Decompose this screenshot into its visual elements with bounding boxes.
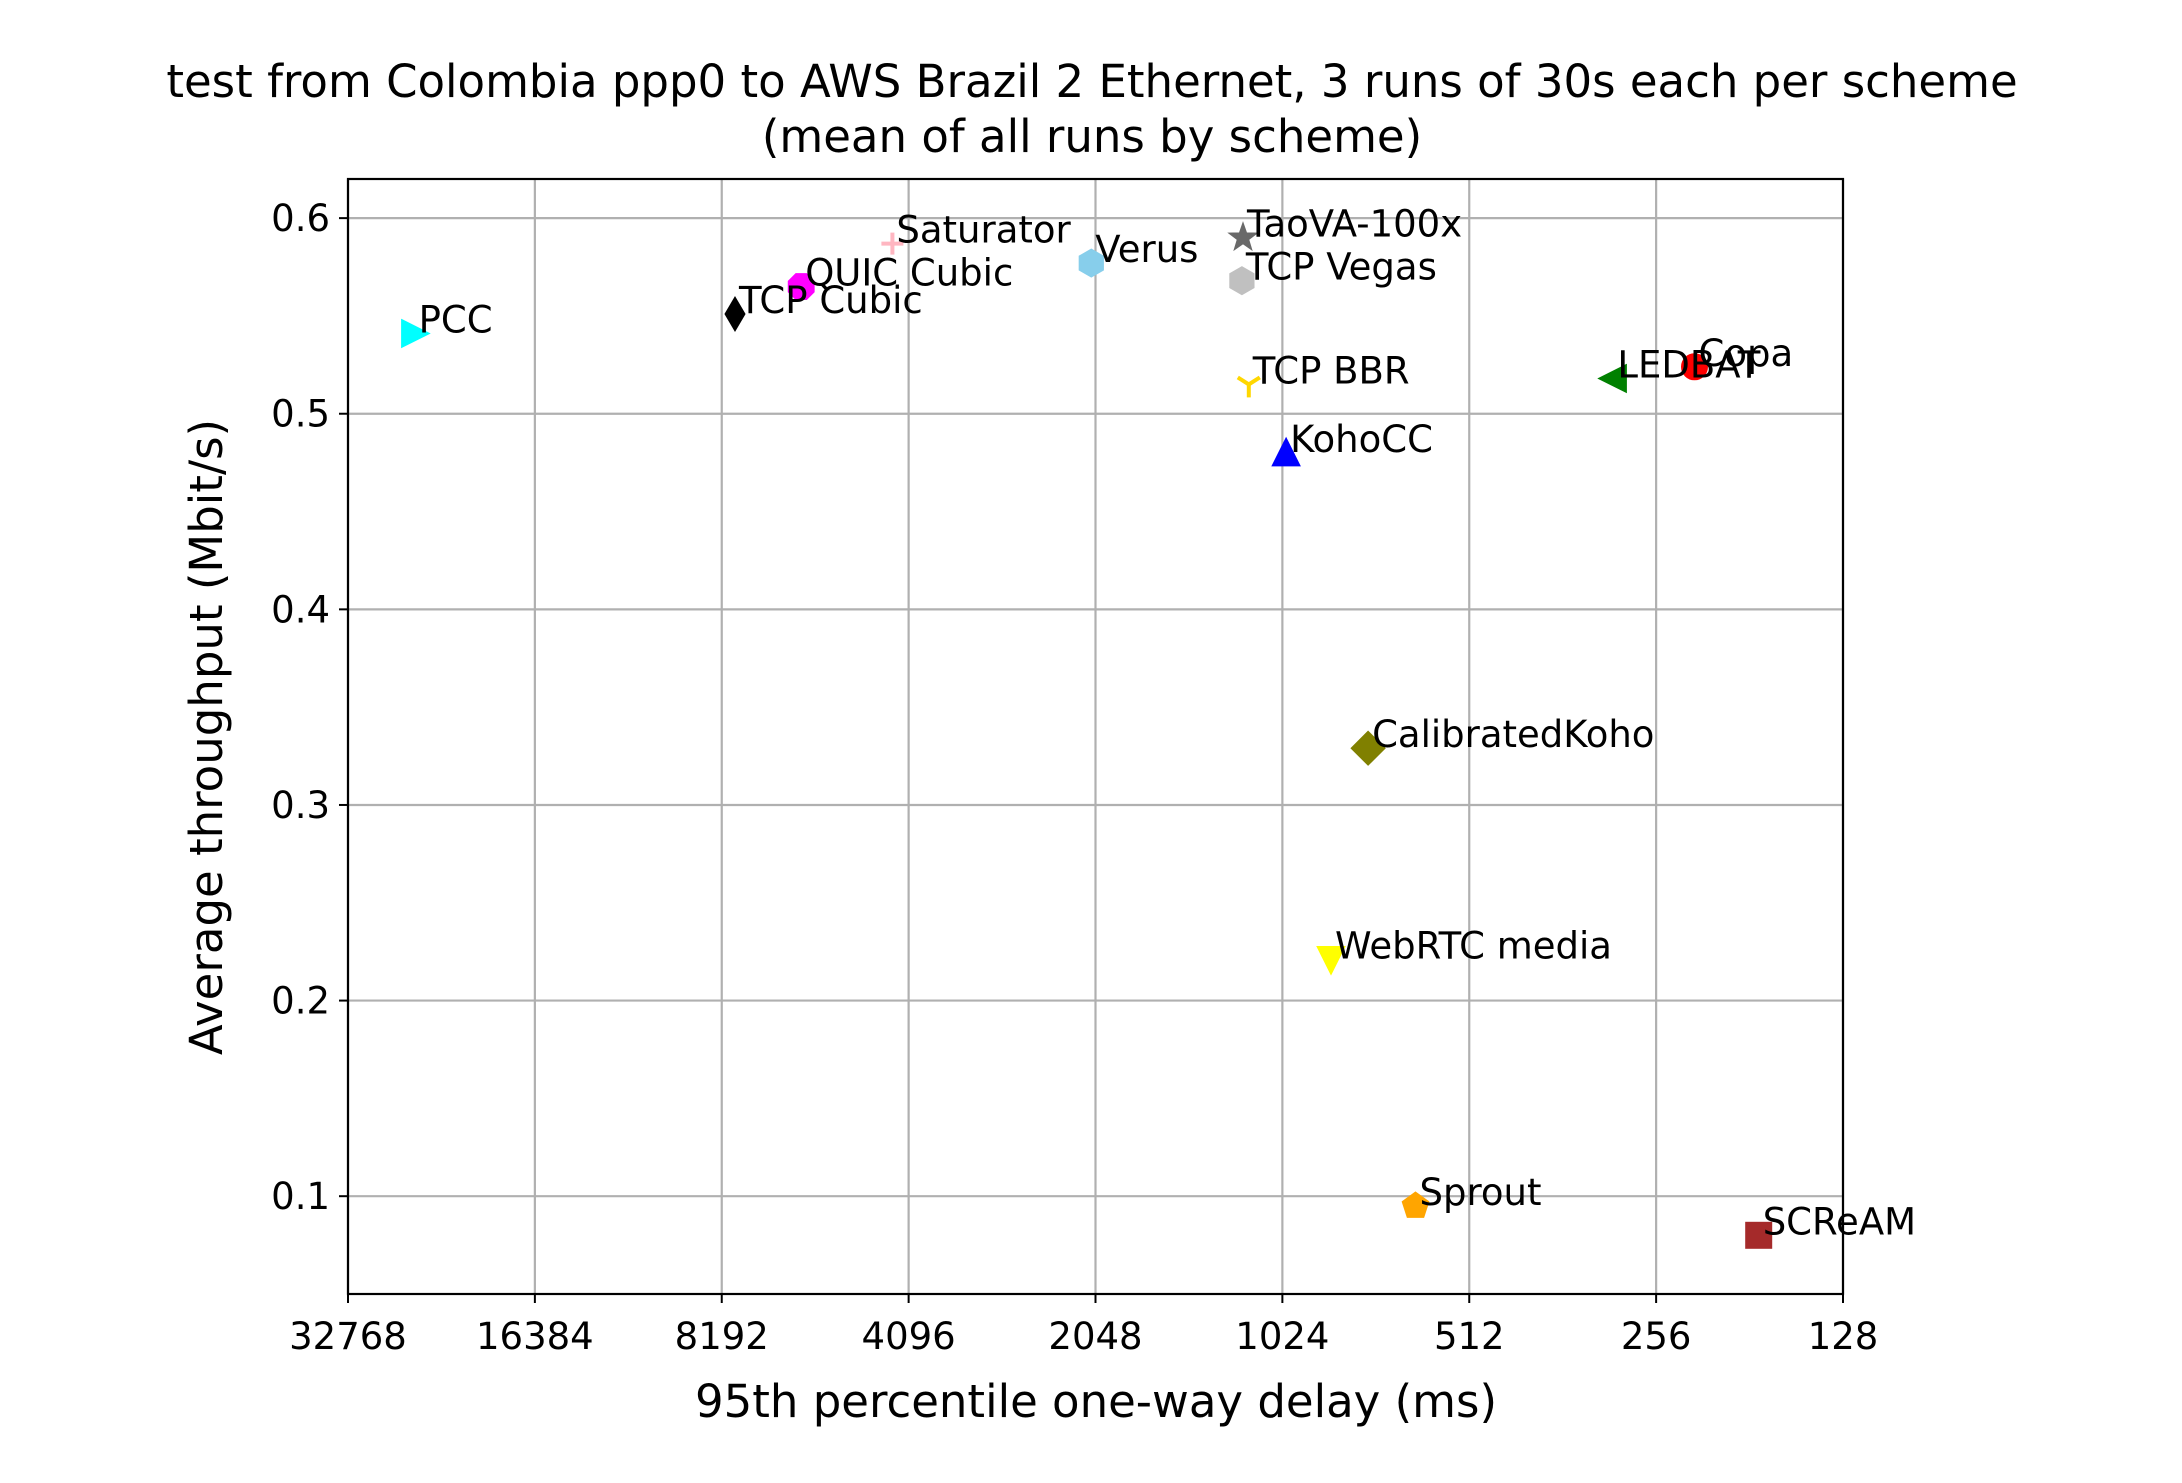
label-saturator: Saturator [896,209,1071,252]
label-taova-100x: TaoVA-100x [1246,203,1462,246]
y-tick-label: 0.1 [271,1175,330,1218]
x-tick-label: 256 [1621,1315,1692,1358]
x-tick-label: 4096 [862,1315,956,1358]
y-tick-label: 0.2 [271,980,330,1023]
y-axis-label: Average throughput (Mbit/s) [180,419,233,1055]
point-scream [1745,1221,1773,1249]
point-sprout [1401,1191,1430,1218]
label-tcp-bbr: TCP BBR [1252,349,1410,392]
plot-frame [346,177,1845,1296]
point-saturator [881,232,904,255]
label-ledbat: LEDBAT [1617,344,1760,387]
label-webrtc-media: WebRTC media [1335,925,1612,968]
label-sprout: Sprout [1420,1171,1542,1214]
grid-lines [346,179,1845,1294]
y-tick-label: 0.3 [271,784,330,827]
point-kohocc [1271,436,1301,467]
point-tcp-cubic [724,296,746,332]
label-kohocc: KohoCC [1290,418,1433,461]
x-tick-label: 128 [1808,1315,1879,1358]
x-tick-label: 1024 [1235,1315,1329,1358]
chart-title: test from Colombia ppp0 to AWS Brazil 2 … [166,55,2017,108]
axis-ticks: 32768 16384 8192 4096 2048 1024 512 256 128 0.1 0.… [271,197,1878,1358]
x-tick-label: 32768 [289,1315,407,1358]
y-tick-label: 0.6 [271,197,330,240]
label-copa: Copa [1699,332,1794,375]
point-tcp-vegas [1229,266,1255,296]
y-tick-label: 0.5 [271,393,330,436]
x-tick-label: 2048 [1048,1315,1142,1358]
x-tick-label: 8192 [675,1315,769,1358]
label-tcp-cubic: TCP Cubic [738,279,923,322]
point-verus [1078,248,1104,278]
point-quic-cubic [787,273,815,301]
chart-subtitle: (mean of all runs by scheme) [762,110,1422,163]
point-copa [1681,353,1708,381]
label-scream: SCReAM [1763,1200,1916,1243]
point-pcc [401,318,431,349]
label-quic-cubic: QUIC Cubic [805,252,1013,295]
label-calibratedkoho: CalibratedKoho [1372,713,1654,756]
point-calibratedkoho [1350,730,1386,766]
label-pcc: PCC [419,299,493,342]
x-tick-label: 16384 [476,1315,594,1358]
x-axis-label: 95th percentile one-way delay (ms) [695,1375,1497,1428]
x-tick-label: 512 [1434,1315,1505,1358]
label-verus: Verus [1095,228,1198,271]
label-tcp-vegas: TCP Vegas [1245,246,1437,289]
y-tick-label: 0.4 [271,588,330,631]
point-ledbat [1597,363,1627,394]
point-webrtc-media [1316,946,1346,976]
point-tcp-bbr [1236,375,1261,398]
point-taova-100x [1227,221,1259,252]
